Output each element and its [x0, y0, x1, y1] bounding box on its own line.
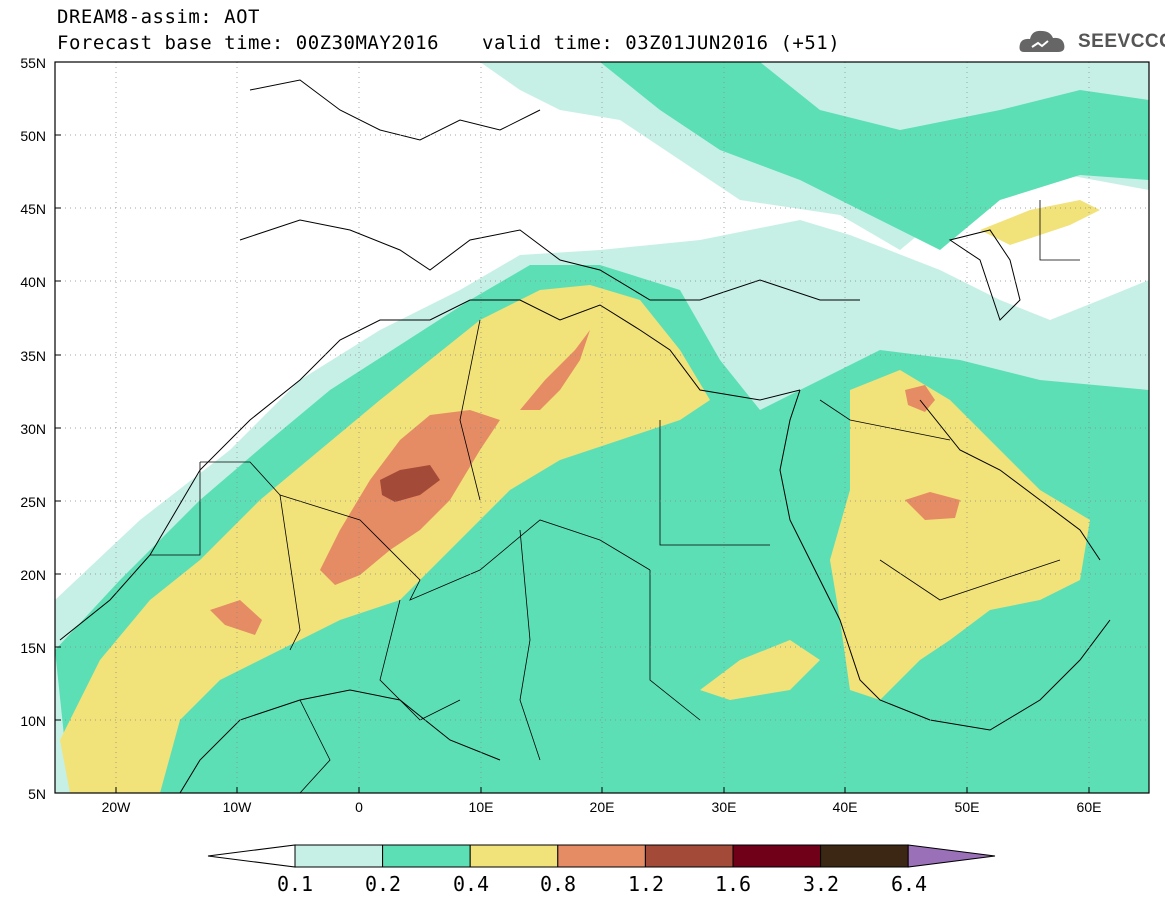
- coastlines: [59, 79, 1111, 793]
- colorbar-label-6.4: 6.4: [890, 872, 928, 896]
- colorbar-label-0.1: 0.1: [276, 872, 314, 896]
- lat-label-5n: 5N: [28, 786, 46, 802]
- contour-0.4-sahel: [700, 640, 820, 700]
- lon-label-30e: 30E: [711, 799, 737, 815]
- contour-0.4-arabia: [830, 370, 1090, 700]
- colorbar-label-1.6: 1.6: [714, 872, 752, 896]
- lat-label-15n: 15N: [20, 640, 46, 656]
- cloud-icon: [1019, 30, 1065, 52]
- lat-label-55n: 55N: [20, 55, 46, 71]
- colorbar-label-3.2: 3.2: [802, 872, 840, 896]
- lon-label-40e: 40E: [832, 799, 858, 815]
- contour-0.8-arabia: [905, 492, 960, 520]
- lat-label-45n: 45N: [20, 201, 46, 217]
- colorbar-label-0.8: 0.8: [539, 872, 577, 896]
- lon-label-10w: 10W: [222, 799, 252, 815]
- lat-label-25n: 25N: [20, 494, 46, 510]
- lat-label-35n: 35N: [20, 348, 46, 364]
- lat-label-40n: 40N: [20, 274, 46, 290]
- lat-label-10n: 10N: [20, 713, 46, 729]
- lon-label-10e: 10E: [468, 799, 494, 815]
- lon-label-20e: 20E: [589, 799, 615, 815]
- tick-marks: [55, 61, 1090, 794]
- map-title: DREAM8-assim: AOT: [57, 6, 260, 28]
- contour-0.8-mali: [210, 600, 262, 635]
- colorbar-label-0.4: 0.4: [452, 872, 490, 896]
- contour-1.2: [380, 465, 440, 502]
- logo-text: SEEVCCC: [1078, 31, 1165, 52]
- lon-label-20w: 20W: [101, 799, 131, 815]
- contour-0.2-north: [600, 62, 1149, 250]
- lon-label-0: 0: [355, 799, 363, 815]
- valid-time: valid time: 03Z01JUN2016 (+51): [482, 32, 841, 54]
- gridlines: [55, 62, 1149, 793]
- colorbar-label-0.2: 0.2: [364, 872, 402, 896]
- lon-label-60e: 60E: [1076, 799, 1102, 815]
- aot-contours: [55, 62, 1149, 793]
- lat-label-30n: 30N: [20, 421, 46, 437]
- contour-0.8-iraq: [905, 385, 935, 412]
- borders: [150, 200, 1080, 793]
- forecast-base-time: Forecast base time: 00Z30MAY2016: [57, 32, 440, 54]
- lon-label-50e: 50E: [954, 799, 980, 815]
- colorbar-label-1.2: 1.2: [627, 872, 665, 896]
- lat-label-20n: 20N: [20, 567, 46, 583]
- lat-label-50n: 50N: [20, 128, 46, 144]
- contour-0.8-libya: [520, 330, 590, 410]
